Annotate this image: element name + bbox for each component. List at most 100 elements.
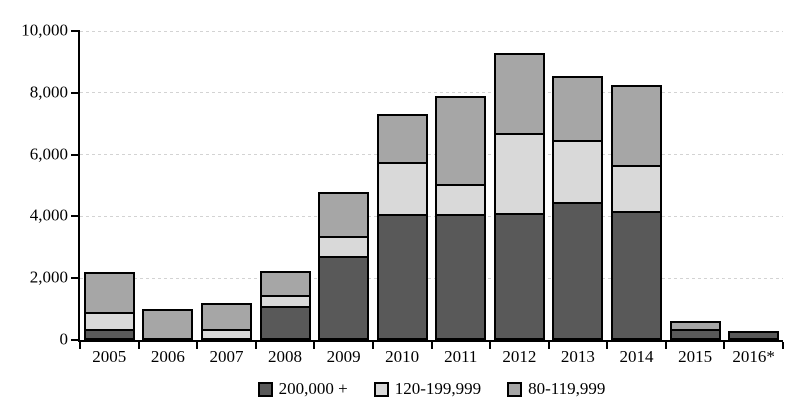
bar-segment <box>83 313 135 331</box>
legend-label: 120-199,999 <box>394 379 482 398</box>
x-axis-tick <box>79 342 81 349</box>
y-axis-label: 0 <box>59 329 69 349</box>
bar-segment <box>493 214 545 340</box>
y-axis-label: 6,000 <box>29 144 68 164</box>
legend-item: 200,000 + <box>257 379 348 399</box>
bar-segment <box>435 95 487 186</box>
bar-slot <box>549 31 608 340</box>
x-axis-tick <box>371 342 374 349</box>
bar-segment <box>259 270 311 298</box>
legend-swatch <box>507 381 523 397</box>
x-axis-tick <box>196 342 199 349</box>
legend-swatch <box>257 381 273 397</box>
gridline <box>80 215 783 217</box>
bar-segment <box>142 309 194 340</box>
y-axis-tick <box>71 277 79 280</box>
y-axis-tick <box>71 215 79 218</box>
bar-segment <box>552 142 604 205</box>
x-axis-line <box>78 340 783 342</box>
bar <box>669 31 721 340</box>
y-axis-label: 2,000 <box>29 267 68 287</box>
bar-segment <box>259 307 311 340</box>
bar-segment <box>318 191 370 239</box>
x-axis-tick <box>137 342 140 349</box>
bar-segment <box>611 166 662 214</box>
bar-slot <box>197 31 256 340</box>
bar-slot <box>607 31 666 340</box>
bar-slot <box>256 31 315 340</box>
bar-slot <box>724 31 783 340</box>
x-axis-tick <box>723 342 726 349</box>
x-axis-tick <box>782 342 784 349</box>
y-axis-label: 4,000 <box>29 205 68 225</box>
x-axis-labels: 2005 2006 2007 2008 2009 2010 2011 2012 2013 2014… <box>80 347 783 367</box>
bar-segment <box>83 272 135 314</box>
bar-segment <box>200 302 252 331</box>
legend-label: 200,000 + <box>278 379 348 398</box>
bar-segment <box>493 134 545 215</box>
bar-slot <box>314 31 373 340</box>
x-axis-label: 2012 <box>502 347 537 366</box>
legend-item: 80-119,999 <box>507 379 605 399</box>
bar <box>83 31 135 340</box>
bar-segment <box>493 52 545 135</box>
bar <box>259 31 311 340</box>
legend-item: 120-199,999 <box>373 379 482 399</box>
bar <box>318 31 370 340</box>
bar <box>552 31 604 340</box>
bar-slot <box>80 31 139 340</box>
bar-segment <box>318 258 370 340</box>
gridline <box>80 154 783 156</box>
legend-swatch <box>373 381 389 397</box>
bar-segment <box>669 330 721 340</box>
bar <box>200 31 252 340</box>
bar <box>493 31 545 340</box>
y-axis-tick <box>71 339 79 341</box>
bar-segment <box>376 216 428 340</box>
bar <box>376 31 428 340</box>
bar-segment <box>552 75 604 143</box>
legend-label: 80-119,999 <box>528 379 606 398</box>
bar-segment <box>200 330 252 340</box>
bar-segment <box>318 238 370 259</box>
bar-segment <box>611 213 662 340</box>
x-axis-label: 2011 <box>444 347 478 366</box>
bar-segment <box>83 330 135 340</box>
bar <box>435 31 487 340</box>
y-axis-line <box>78 30 80 342</box>
y-axis-tick <box>71 30 79 32</box>
bar-slot <box>666 31 725 340</box>
y-axis-tick <box>71 153 79 156</box>
x-axis-label: 2013 <box>560 347 595 366</box>
x-axis-label: 2010 <box>385 347 420 366</box>
y-axis-tick <box>71 91 79 94</box>
bar-slot <box>490 31 549 340</box>
legend: 200,000 + 120-199,999 80-119,999 <box>80 379 783 399</box>
x-axis-label: 2007 <box>209 347 244 366</box>
x-axis-tick <box>313 342 316 349</box>
bar-slot <box>139 31 198 340</box>
plot-area <box>71 30 784 349</box>
bar-segment <box>435 216 487 340</box>
x-axis-label: 2008 <box>268 347 303 366</box>
bar-segment <box>611 85 662 167</box>
bar-segment <box>435 185 487 217</box>
x-axis-tick <box>254 342 257 349</box>
bar-segment <box>376 163 428 217</box>
bar-segment <box>669 321 721 331</box>
y-axis-label: 10,000 <box>21 20 68 40</box>
gridline <box>80 30 783 32</box>
x-axis-label: 2014 <box>619 347 654 366</box>
bar <box>728 31 780 340</box>
gridline <box>80 277 783 279</box>
bar-segment <box>728 330 780 340</box>
x-axis-tick <box>664 342 667 349</box>
bar-slot <box>373 31 432 340</box>
x-axis-tick <box>547 342 550 349</box>
y-axis-label: 8,000 <box>29 82 68 102</box>
bars-container <box>80 31 783 340</box>
bar-slot <box>431 31 490 340</box>
x-axis-label: 2006 <box>150 347 185 366</box>
x-axis-tick <box>430 342 433 349</box>
